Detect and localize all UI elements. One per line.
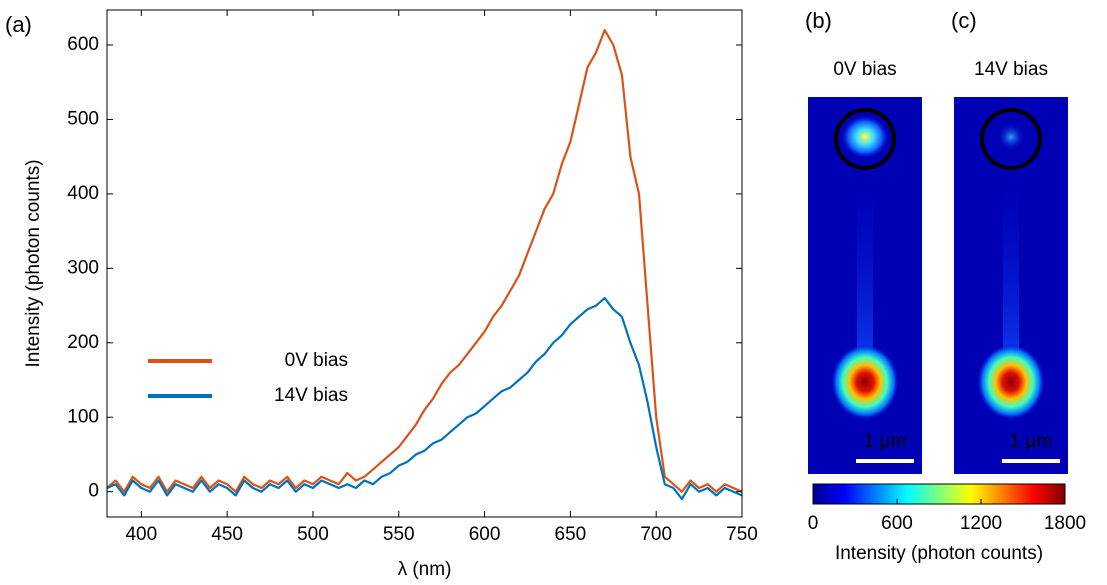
series-line	[107, 29, 742, 493]
y-tick-label: 300	[67, 257, 99, 278]
x-tick-label: 600	[469, 524, 501, 545]
image-spot	[977, 344, 1045, 420]
x-tick-label: 650	[555, 524, 587, 545]
x-tick-label: 700	[640, 524, 672, 545]
image-stem	[857, 177, 873, 397]
panel-label: (b)	[805, 8, 832, 33]
y-tick-label: 600	[67, 34, 99, 55]
plot-frame	[106, 9, 743, 518]
plot-lines	[107, 29, 742, 501]
region-circle	[834, 108, 896, 170]
y-tick-label: 100	[67, 406, 99, 427]
series-line	[107, 297, 742, 501]
image-top-spot	[997, 123, 1025, 151]
x-tick-label: 550	[383, 524, 415, 545]
y-tick-label: 0	[88, 481, 99, 502]
colorbar-tick-label: 600	[881, 513, 913, 534]
x-tick-label: 450	[211, 524, 243, 545]
colorbar-tick-label: 1200	[960, 513, 1002, 534]
colorbar	[812, 483, 1066, 505]
y-tick-label: 200	[67, 332, 99, 353]
colorbar-tick-label: 0	[808, 513, 819, 534]
panel-title: 14V bias	[974, 59, 1048, 80]
y-axis-label: Intensity (photon counts)	[23, 159, 44, 367]
y-tick-label: 500	[67, 108, 99, 129]
x-tick-label: 750	[726, 524, 758, 545]
x-axis-label: λ (nm)	[398, 559, 452, 580]
legend-label: 0V bias	[285, 350, 348, 371]
panel-title: 0V bias	[833, 59, 896, 80]
panel-label: (a)	[5, 12, 32, 37]
scale-bar-label: 1 μm	[1010, 431, 1053, 452]
legend-label: 14V bias	[274, 385, 348, 406]
image-top-spot	[841, 115, 889, 159]
region-circle	[980, 108, 1042, 170]
image-spot	[831, 344, 899, 420]
x-tick-label: 500	[297, 524, 329, 545]
image-stem	[1003, 177, 1019, 397]
colorbar-tick-label: 1800	[1044, 513, 1086, 534]
colorbar-label: Intensity (photon counts)	[835, 543, 1043, 564]
scale-bar-label: 1 μm	[864, 431, 907, 452]
x-tick-label: 400	[125, 524, 157, 545]
y-tick-label: 400	[67, 183, 99, 204]
panel-label: (c)	[951, 8, 977, 33]
